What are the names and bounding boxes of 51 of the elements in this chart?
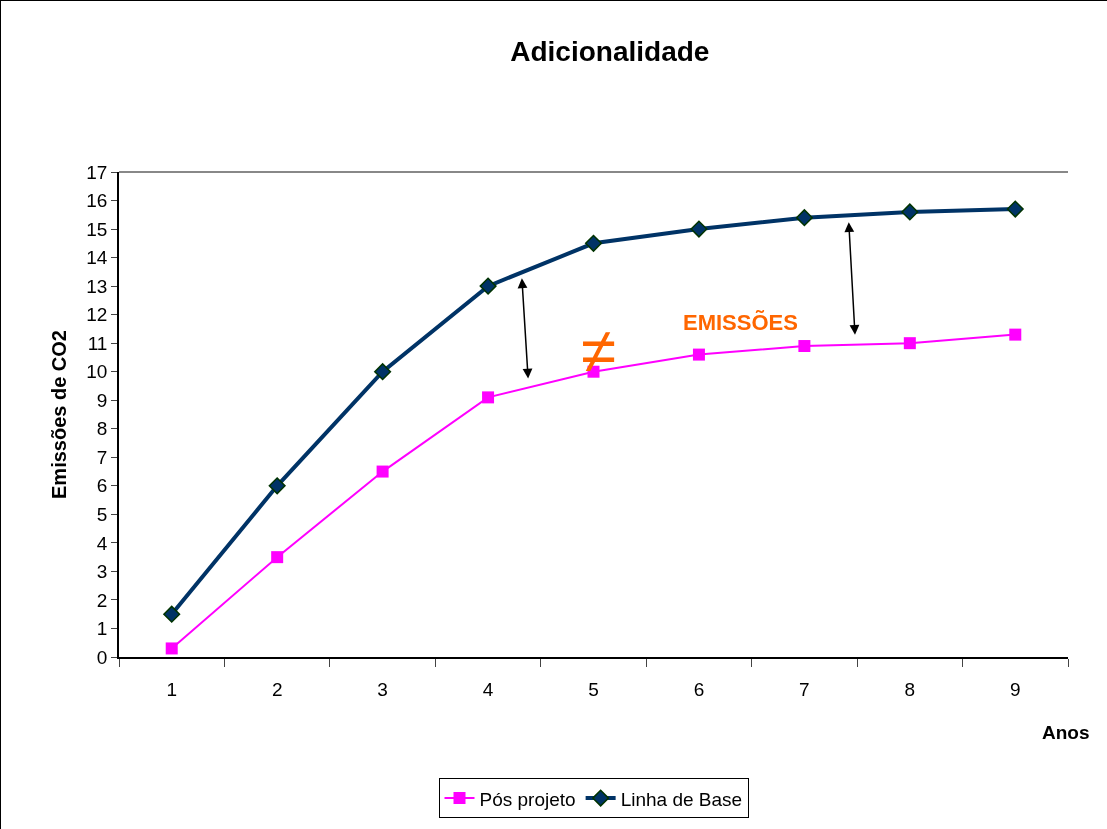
- annotation: EMISSÕES: [683, 310, 798, 335]
- x-tick-label: 9: [1009, 678, 1021, 700]
- y-tick-label: 0: [96, 646, 108, 668]
- y-tick-label: 7: [96, 446, 108, 468]
- chart-title: Adicionalidade: [510, 35, 710, 67]
- y-tick-label: 3: [96, 561, 108, 583]
- point: [1006, 200, 1024, 218]
- y-tick-label: 4: [96, 532, 108, 554]
- point: [584, 234, 603, 252]
- y-tick-label: 1: [96, 618, 108, 640]
- point: [163, 605, 181, 623]
- x-axis-title: Anos: [1042, 722, 1090, 743]
- point: [479, 277, 497, 295]
- y-tick-label: 8: [96, 418, 108, 440]
- point: [374, 363, 392, 381]
- y-tick-label: 17: [86, 161, 108, 183]
- x-tick-label: 3: [377, 678, 388, 700]
- y-tick-label: 16: [86, 190, 108, 212]
- y-tick-label: 5: [96, 504, 108, 525]
- legend-label: Linha de Base: [620, 788, 743, 810]
- y-tick-label: 6: [96, 475, 108, 497]
- point: [690, 220, 708, 238]
- y-tick-label: 2: [96, 589, 108, 611]
- y-tick-label: 11: [87, 332, 108, 354]
- y-tick-label: 10: [86, 361, 108, 383]
- y-tick-label: 14: [86, 247, 108, 269]
- x-tick-label: 5: [588, 678, 599, 700]
- x-tick-label: 4: [482, 678, 494, 700]
- annotation: ≠: [581, 315, 617, 387]
- point: [692, 348, 705, 361]
- point: [1009, 328, 1022, 341]
- point: [482, 391, 495, 404]
- legend-label: Pós projeto: [479, 788, 576, 810]
- point: [798, 340, 811, 353]
- point: [376, 465, 389, 478]
- x-tick-label: 6: [693, 678, 705, 700]
- point: [268, 477, 286, 495]
- y-tick-label: 12: [86, 304, 108, 326]
- y-tick-label: 15: [86, 218, 108, 240]
- y-axis-title: Emissões de CO2: [48, 330, 71, 499]
- y-tick-label: 9: [96, 389, 108, 411]
- point: [165, 642, 178, 655]
- point: [795, 209, 813, 227]
- point: [903, 337, 916, 350]
- x-tick-label: 8: [904, 678, 916, 700]
- x-tick-label: 1: [166, 678, 178, 700]
- point: [271, 551, 284, 564]
- x-tick-label: 7: [799, 678, 810, 700]
- point: [901, 203, 919, 221]
- x-tick-label: 2: [271, 678, 283, 700]
- y-tick-label: 13: [86, 275, 108, 297]
